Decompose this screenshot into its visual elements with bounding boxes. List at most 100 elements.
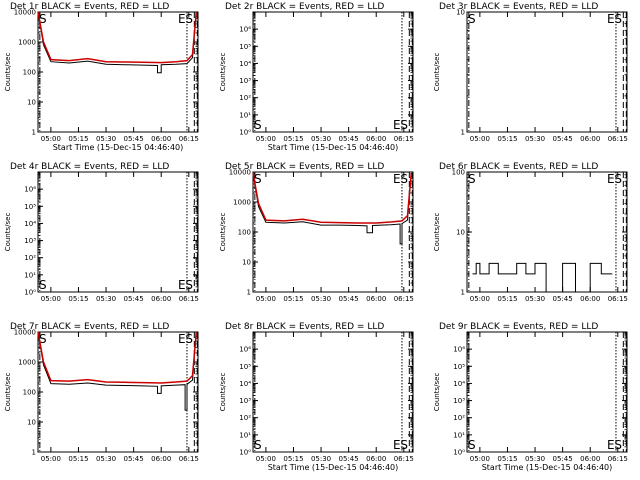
marker-label: E — [607, 438, 615, 452]
y-tick-label: 10³ — [453, 397, 465, 405]
plot-det-5: Det 5r BLACK = Events, RED = LLD 1 10 100 10… — [219, 162, 414, 303]
marker-label: E — [393, 172, 401, 186]
y-tick-label: 10⁰ — [453, 449, 465, 457]
x-tick-label: 05:45 — [124, 295, 144, 303]
x-axis-label: Start Time (15-Dec-15 04:46:40) — [482, 463, 613, 472]
marker-label: E — [393, 438, 401, 452]
x-tick-label: 05:30 — [96, 295, 116, 303]
plot-det-7: Det 7r BLACK = Events, RED = LLD 1 10 100 10… — [4, 322, 199, 463]
plot-det-8: Det 8r BLACK = Events, RED = LLD 10⁰ 10¹ 10… — [219, 322, 414, 472]
plot-frame — [466, 11, 628, 133]
y-tick-label: 1 — [461, 129, 465, 137]
y-axis-label: Counts/sec — [433, 53, 441, 92]
x-tick-label: 05:30 — [525, 295, 545, 303]
x-tick-label: 05:30 — [311, 135, 331, 143]
marker-label: E — [607, 172, 615, 186]
x-tick-label: 06:15 — [394, 135, 414, 143]
y-tick-label: 10000 — [14, 329, 36, 337]
x-axis-label: Start Time (15-Dec-15 04:46:40) — [268, 463, 399, 472]
x-tick-label: 05:00 — [41, 295, 61, 303]
x-tick-label: 05:15 — [283, 455, 303, 463]
plot-title: Det 6r BLACK = Events, RED = LLD — [439, 162, 598, 172]
plot-det-1: Det 1r BLACK = Events, RED = LLD 1 10 100 10… — [4, 2, 199, 152]
plot-frame — [37, 11, 199, 133]
x-tick-label: 06:00 — [366, 135, 386, 143]
x-tick-label: 05:15 — [283, 295, 303, 303]
x-tick-label: 05:45 — [124, 455, 144, 463]
y-tick-label: 10⁴ — [24, 220, 36, 228]
marker-label: S — [39, 12, 47, 26]
x-tick-label: 05:15 — [68, 455, 88, 463]
marker-label: S — [468, 12, 476, 26]
x-tick-label: 05:30 — [311, 295, 331, 303]
plot-title: Det 1r BLACK = Events, RED = LLD — [10, 2, 169, 12]
y-tick-label: 10⁵ — [239, 43, 251, 51]
y-tick-label: 10³ — [239, 397, 251, 405]
x-tick-label: 05:30 — [311, 455, 331, 463]
plot-title: Det 9r BLACK = Events, RED = LLD — [439, 322, 598, 332]
marker-label: E — [178, 278, 186, 292]
lld-series-line — [37, 11, 197, 64]
plot-frame — [252, 171, 414, 293]
y-tick-label: 10² — [453, 414, 465, 422]
x-tick-label: 06:00 — [580, 135, 600, 143]
plot-title: Det 3r BLACK = Events, RED = LLD — [439, 2, 598, 12]
events-series-line — [37, 11, 197, 74]
x-tick-label: 06:15 — [608, 135, 628, 143]
x-tick-label: 05:15 — [497, 295, 517, 303]
marker-label: S — [400, 118, 408, 132]
marker-label: S — [254, 172, 262, 186]
y-axis-label: Counts/sec — [219, 213, 227, 252]
y-tick-label: 10⁶ — [239, 346, 251, 354]
marker-label: E — [178, 332, 186, 346]
marker-label: E — [178, 12, 186, 26]
events-series-line — [37, 331, 197, 411]
y-tick-label: 10² — [239, 94, 251, 102]
marker-label: S — [400, 172, 408, 186]
y-tick-label: 100 — [238, 229, 251, 237]
marker-label: S — [614, 12, 622, 26]
plot-det-3: Det 3r BLACK = Events, RED = LLD 1 10 05:00… — [433, 2, 628, 143]
y-tick-label: 10² — [239, 414, 251, 422]
events-series-line — [472, 262, 613, 293]
x-tick-label: 05:45 — [553, 455, 573, 463]
x-tick-label: 05:15 — [68, 135, 88, 143]
marker-label: E — [607, 12, 615, 26]
y-axis-label: Counts/sec — [433, 213, 441, 252]
y-tick-label: 10⁵ — [239, 363, 251, 371]
y-tick-label: 10¹ — [24, 271, 36, 279]
x-tick-label: 06:00 — [151, 455, 171, 463]
plot-frame — [37, 171, 199, 293]
x-tick-label: 05:15 — [497, 455, 517, 463]
y-tick-label: 10 — [456, 229, 465, 237]
plot-title: Det 8r BLACK = Events, RED = LLD — [225, 322, 384, 332]
x-tick-label: 05:45 — [339, 295, 359, 303]
y-tick-label: 10³ — [24, 237, 36, 245]
plot-frame — [37, 331, 199, 453]
x-tick-label: 06:00 — [580, 295, 600, 303]
plot-frame — [466, 331, 628, 453]
marker-label: S — [400, 438, 408, 452]
plot-frame — [252, 331, 414, 453]
y-tick-label: 10⁵ — [24, 203, 36, 211]
y-tick-label: 1 — [32, 129, 36, 137]
x-tick-label: 05:30 — [525, 135, 545, 143]
events-series-line — [252, 173, 412, 245]
plot-title: Det 7r BLACK = Events, RED = LLD — [10, 322, 169, 332]
x-tick-label: 05:45 — [339, 135, 359, 143]
y-tick-label: 10¹ — [239, 431, 251, 439]
y-tick-label: 10³ — [239, 77, 251, 85]
marker-label: S — [185, 332, 193, 346]
x-tick-label: 05:00 — [41, 135, 61, 143]
marker-label: S — [254, 118, 262, 132]
y-tick-label: 1 — [247, 289, 251, 297]
plot-title: Det 5r BLACK = Events, RED = LLD — [225, 162, 384, 172]
x-tick-label: 05:30 — [96, 135, 116, 143]
x-tick-label: 06:15 — [608, 295, 628, 303]
x-tick-label: 05:00 — [41, 455, 61, 463]
x-axis-label: Start Time (15-Dec-15 04:46:40) — [53, 143, 184, 152]
y-tick-label: 10⁴ — [239, 60, 251, 68]
x-tick-label: 06:00 — [366, 455, 386, 463]
x-tick-label: 06:00 — [151, 295, 171, 303]
